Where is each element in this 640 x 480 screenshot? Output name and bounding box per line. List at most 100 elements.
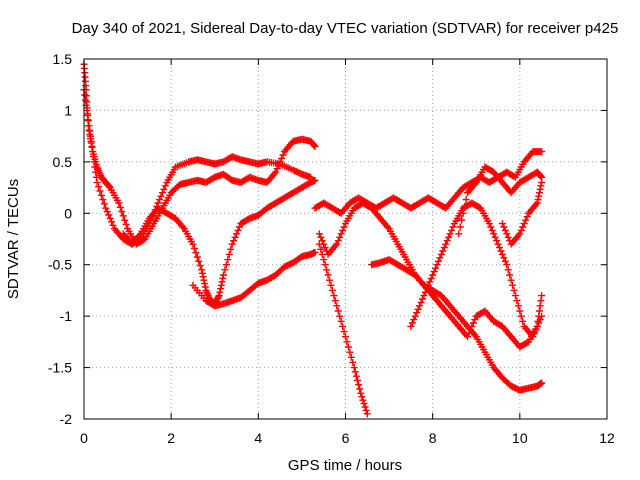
data-point [318,237,326,245]
data-point [535,307,543,315]
x-tick-label: 4 [254,430,262,446]
data-point [509,281,517,289]
x-tick-label: 8 [429,430,437,446]
data-point [118,208,126,216]
data-point [343,338,351,346]
data-point [339,226,347,234]
data-point [351,368,359,376]
data-point [418,295,426,303]
x-tick-label: 10 [512,430,528,446]
data-point [497,247,505,255]
data-point [320,256,328,264]
data-point [522,216,530,224]
data-point [160,185,168,193]
data-point [504,233,512,241]
data-point [487,223,495,231]
data-point [501,257,509,265]
data-point [491,233,499,241]
data-point [227,245,235,253]
y-tick-label: 1.5 [53,51,73,67]
data-point [272,168,280,176]
data-point [535,192,543,200]
data-point [455,230,463,238]
data-point [340,328,348,336]
data-point [235,223,243,231]
data-point [538,148,546,156]
data-point [448,226,456,234]
data-point [459,209,467,217]
data-point [84,122,92,130]
data-point [85,126,93,134]
data-point [407,322,415,330]
data-point [410,316,418,324]
data-point [278,154,286,162]
data-point [488,226,496,234]
data-point [358,393,366,401]
data-point [538,178,546,186]
data-point [416,302,424,310]
data-point [536,185,544,193]
data-point [273,165,281,173]
data-point [346,348,354,356]
data-point [311,176,319,184]
y-tick-label: -0.5 [48,257,72,273]
data-point [520,220,528,228]
data-point [414,305,422,313]
data-point [356,385,364,393]
data-point [427,274,435,282]
data-point [500,254,508,262]
data-point [536,302,544,310]
data-point [503,261,511,269]
data-point [327,281,335,289]
x-tick-label: 12 [599,430,615,446]
data-point [122,220,130,228]
data-point [84,110,92,118]
data-point [158,189,166,197]
data-point [429,271,437,279]
data-point [219,274,227,282]
data-point [218,278,226,286]
data-point [340,223,348,231]
data-point [192,249,200,257]
data-point [445,233,453,241]
data-point [433,261,441,269]
data-point [198,266,206,274]
y-tick-labels: 1.5 1 0.5 0 -0.5 -1 -1.5 -2 [48,51,72,427]
data-point [234,226,242,234]
data-point [353,376,361,384]
data-point [326,276,334,284]
data-point [105,211,113,219]
data-point [81,96,89,104]
series-track-2 [80,60,319,248]
data-point [320,240,328,248]
data-point [103,208,111,216]
data-point [443,237,451,245]
data-point [100,200,108,208]
data-point [334,237,342,245]
data-point [350,364,358,372]
data-point [359,396,367,404]
data-point [231,233,239,241]
data-point [323,266,331,274]
data-point [315,230,323,238]
data-point [516,307,524,315]
data-point [201,280,209,288]
data-point [279,151,287,159]
data-point [86,130,94,138]
data-point [87,139,95,147]
data-point [357,389,365,397]
data-point [331,297,339,305]
data-point [214,293,222,301]
data-point [469,319,477,327]
data-point [161,182,169,190]
data-point [498,220,506,228]
data-point [275,161,283,169]
data-point [432,264,440,272]
data-point [97,191,105,199]
data-point [119,212,127,220]
data-point [87,135,95,143]
y-tick-label: -1 [60,308,73,324]
y-tick-label: -1.5 [48,360,72,376]
data-point [449,223,457,231]
data-point [333,302,341,310]
